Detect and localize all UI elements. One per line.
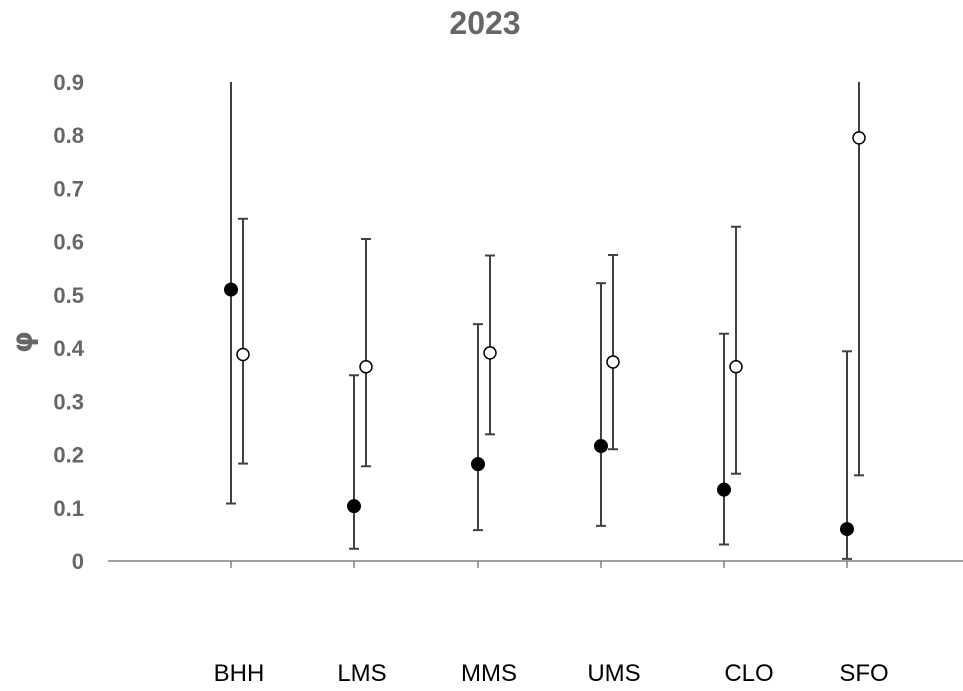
data-point-filled xyxy=(594,439,608,454)
data-point-open xyxy=(483,346,497,360)
data-point-open xyxy=(729,359,743,374)
data-point-open xyxy=(852,131,866,145)
y-tick-label: 0.8 xyxy=(53,123,84,148)
x-category-label: UMS xyxy=(587,660,640,687)
y-tick-label: 0.4 xyxy=(53,336,84,361)
x-category-label: BHH xyxy=(214,660,265,687)
y-tick-label: 0.3 xyxy=(53,389,84,414)
data-point-open xyxy=(359,359,373,374)
x-category-label: SFO xyxy=(839,660,888,687)
y-tick-label: 0.9 xyxy=(53,70,84,95)
x-category-label: LMS xyxy=(337,660,386,687)
error-bars xyxy=(226,82,864,560)
axes-layer xyxy=(108,560,963,568)
y-tick-labels: 0 0.1 0.2 0.3 0.4 0.5 0.6 0.7 0.8 0.9 xyxy=(53,70,84,574)
x-category-labels: BHH LMS MMS UMS CLO SFO xyxy=(214,660,889,687)
data-point-filled xyxy=(347,499,361,514)
y-tick-label: 0.1 xyxy=(53,496,84,521)
y-tick-label: 0 xyxy=(72,549,84,574)
y-axis-label: φ xyxy=(6,331,39,353)
y-tick-label: 0.5 xyxy=(53,283,84,308)
y-tick-label: 0.6 xyxy=(53,230,84,255)
chart-title: 2023 xyxy=(449,5,520,41)
data-point-filled xyxy=(471,457,485,472)
data-point-filled xyxy=(840,522,854,537)
data-point-open xyxy=(606,355,620,369)
data-point-filled xyxy=(224,282,238,297)
x-category-label: CLO xyxy=(724,660,773,687)
data-point-open xyxy=(236,347,250,362)
y-tick-label: 0.7 xyxy=(53,176,84,201)
data-points xyxy=(224,131,866,537)
y-tick-label: 0.2 xyxy=(53,443,84,468)
x-category-label: MMS xyxy=(461,660,517,687)
data-point-filled xyxy=(717,482,731,497)
